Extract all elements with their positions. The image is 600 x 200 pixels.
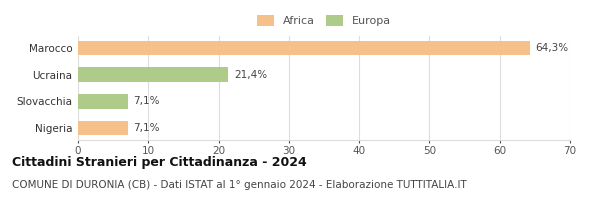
Text: Cittadini Stranieri per Cittadinanza - 2024: Cittadini Stranieri per Cittadinanza - 2…	[12, 156, 307, 169]
Legend: Africa, Europa: Africa, Europa	[255, 12, 393, 28]
Bar	[78, 67, 229, 82]
Text: 64,3%: 64,3%	[536, 43, 569, 53]
Bar	[78, 41, 530, 55]
Text: 7,1%: 7,1%	[134, 123, 160, 133]
Bar	[78, 121, 128, 135]
Text: 7,1%: 7,1%	[134, 96, 160, 106]
Text: 21,4%: 21,4%	[234, 70, 267, 80]
Text: COMUNE DI DURONIA (CB) - Dati ISTAT al 1° gennaio 2024 - Elaborazione TUTTITALIA: COMUNE DI DURONIA (CB) - Dati ISTAT al 1…	[12, 180, 467, 190]
Bar	[78, 94, 128, 109]
